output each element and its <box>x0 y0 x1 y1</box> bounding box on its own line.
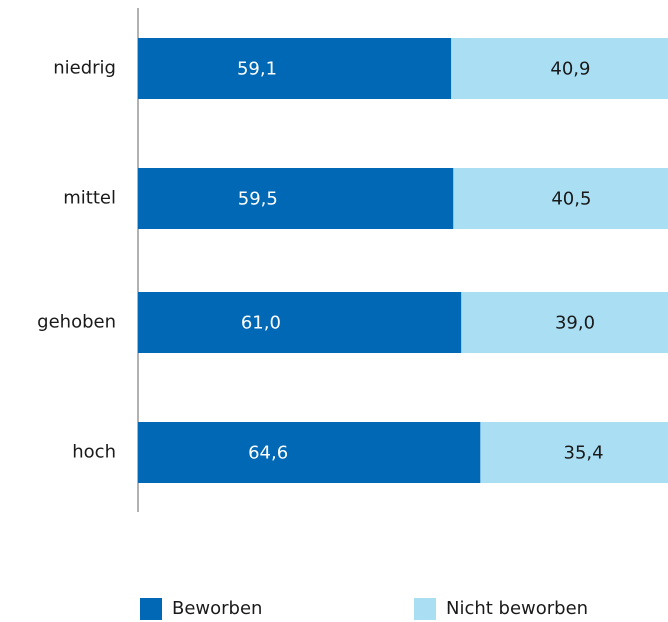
y-tick-label: hoch <box>72 442 116 463</box>
y-tick-label: mittel <box>63 188 116 209</box>
y-tick-label: gehoben <box>37 312 116 333</box>
value-label: 59,1 <box>237 59 277 80</box>
bar-segment <box>461 292 668 353</box>
bar-segment <box>138 422 481 483</box>
y-tick-label: niedrig <box>53 58 116 79</box>
value-label: 40,5 <box>551 189 591 210</box>
bar-segment <box>451 38 668 99</box>
legend-swatch <box>140 598 162 620</box>
value-label: 39,0 <box>555 313 595 334</box>
bar-segment <box>138 292 462 353</box>
value-label: 59,5 <box>238 189 278 210</box>
value-label: 61,0 <box>241 313 281 334</box>
legend-swatch <box>414 598 436 620</box>
bar-segment <box>453 168 668 229</box>
value-label: 35,4 <box>564 443 604 464</box>
value-label: 40,9 <box>550 59 590 80</box>
legend-label: Nicht beworben <box>446 598 588 619</box>
legend-label: Beworben <box>172 598 262 619</box>
value-label: 64,6 <box>248 443 288 464</box>
bar-segment <box>138 168 454 229</box>
bar-segment <box>138 38 452 99</box>
bar-segment <box>480 422 668 483</box>
